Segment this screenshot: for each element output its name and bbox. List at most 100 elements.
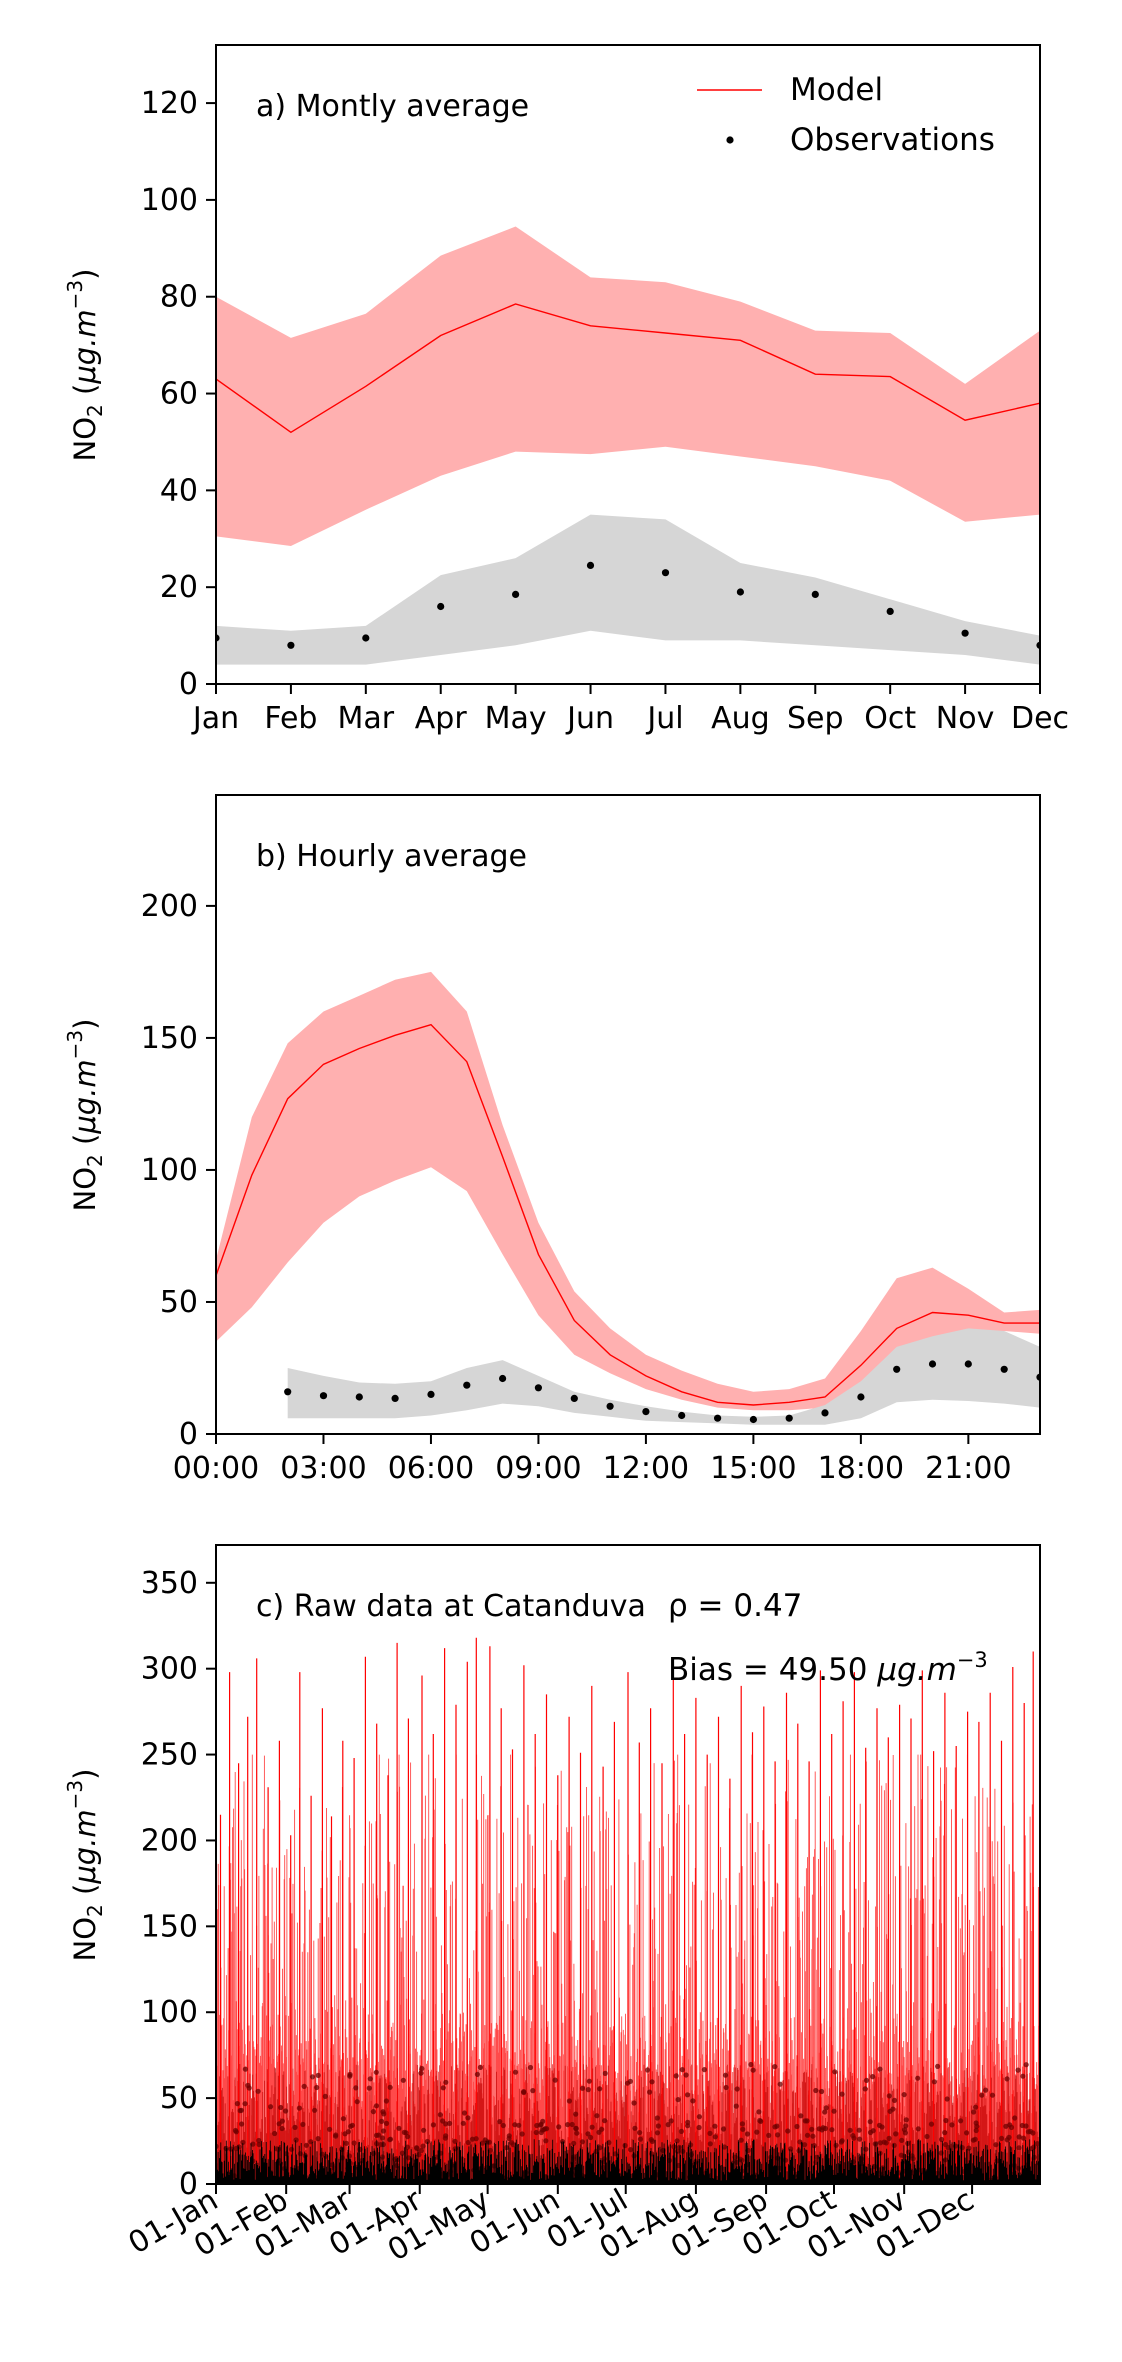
y-tick-label: 50 [160,1285,198,1320]
observation-point [810,2133,816,2139]
x-tick-label: Jun [565,701,614,736]
observation-point [460,2120,466,2126]
observation-point [661,569,670,577]
observation-point [809,2126,815,2132]
observation-point [256,2141,262,2148]
observation-point [512,2069,519,2075]
observation-point [333,2133,339,2139]
observation-point [938,2150,944,2156]
x-tick-label: Apr [415,701,468,736]
observation-point [931,2079,938,2085]
observation-point [838,2139,845,2145]
observation-point [642,1408,650,1416]
observation-point [401,2129,407,2135]
observation-point [832,2069,838,2075]
observation-point [775,2132,781,2138]
observation-point [886,2135,892,2141]
y-tick-label: 150 [141,1021,198,1056]
observation-point [898,2152,904,2158]
observation-point [1020,2073,1026,2079]
observation-point [461,2110,468,2116]
y-tick-label: 0 [179,1417,198,1452]
observation-point [943,2117,949,2124]
observation-point [538,2121,544,2127]
raw-plot-area [216,1637,1040,2184]
observation-point [1012,2115,1018,2121]
observation-point [631,2100,637,2106]
observation-point [877,2066,883,2072]
observation-point [233,2129,239,2135]
observation-point [465,2115,471,2121]
observation-point [637,2136,644,2142]
observation-point [949,2122,955,2128]
observation-point [886,607,894,616]
observation-point [340,2116,346,2122]
observation-point [1025,2129,1031,2135]
observation-point [366,2085,372,2091]
y-tick-label: 150 [141,1909,198,1944]
observation-point [819,2088,825,2095]
observation-point [890,2106,896,2112]
model-line [216,1023,1040,1406]
observation-point [935,2063,941,2069]
observation-point [379,2118,385,2124]
observation-point [973,2104,979,2110]
observation-point [570,1394,578,1402]
observation-point [574,2130,580,2136]
observation-point [509,2140,515,2146]
y-tick-label: 200 [141,889,198,924]
observation-point [424,2138,430,2145]
observation-point [857,1393,865,1401]
observation-point [673,2073,679,2079]
observation-point [533,2129,539,2136]
observation-point [287,641,295,649]
x-tick-label: 15:00 [710,1451,796,1486]
observation-point [867,2119,873,2125]
observation-point [1004,2137,1010,2143]
observation-point [839,2091,845,2097]
observation-point [589,2124,595,2130]
observation-point [749,1415,758,1424]
observation-point [632,2125,638,2131]
observation-point [381,2111,387,2117]
observation-point [560,2139,566,2145]
observation-point [973,2127,979,2134]
observation-point [367,2076,373,2082]
x-tick-label: 21:00 [925,1451,1011,1486]
observation-point [370,2109,376,2115]
observation-point [482,2137,488,2143]
observation-point [289,2146,295,2152]
monthly-ticks: 0 20 40 60 80 100 120 Jan Feb Mar Apr May Jun Jul Aug S… [141,86,1069,736]
correlation-annotation: ρ = 0.47 [668,1588,802,1624]
observation-point [404,2144,411,2150]
observation-point [387,2084,393,2090]
monthly-legend: Model Observations [697,72,995,158]
monthly-average-panel: 0 20 40 60 80 100 120 Jan Feb Mar Apr May Jun Jul Aug S… [63,44,1069,736]
monthly-panel-title: a) Montly average [256,89,529,124]
observation-point [1000,1365,1008,1373]
observation-point [676,2144,683,2150]
observation-point [983,2087,989,2093]
observation-point [474,2071,480,2077]
observation-point [579,2085,586,2091]
observation-point [308,2139,314,2145]
observation-point [596,2129,602,2135]
observation-point [279,2125,285,2132]
y-tick-label: 350 [141,1566,198,1601]
observation-point [802,2118,808,2124]
monthly-axes-frame [215,44,1041,685]
observation-point [463,1381,471,1389]
observation-point [370,2151,376,2157]
observation-point [901,2092,907,2098]
observation-point [915,2126,921,2132]
y-tick-label: 100 [141,183,198,218]
observation-point [628,2147,634,2153]
observation-point [665,2122,671,2128]
observation-point [893,1365,901,1373]
observation-point [740,2126,746,2132]
observation-point [443,2079,449,2085]
observation-point [794,2123,800,2130]
observation-point [707,2141,713,2147]
observation-point [292,2124,298,2130]
